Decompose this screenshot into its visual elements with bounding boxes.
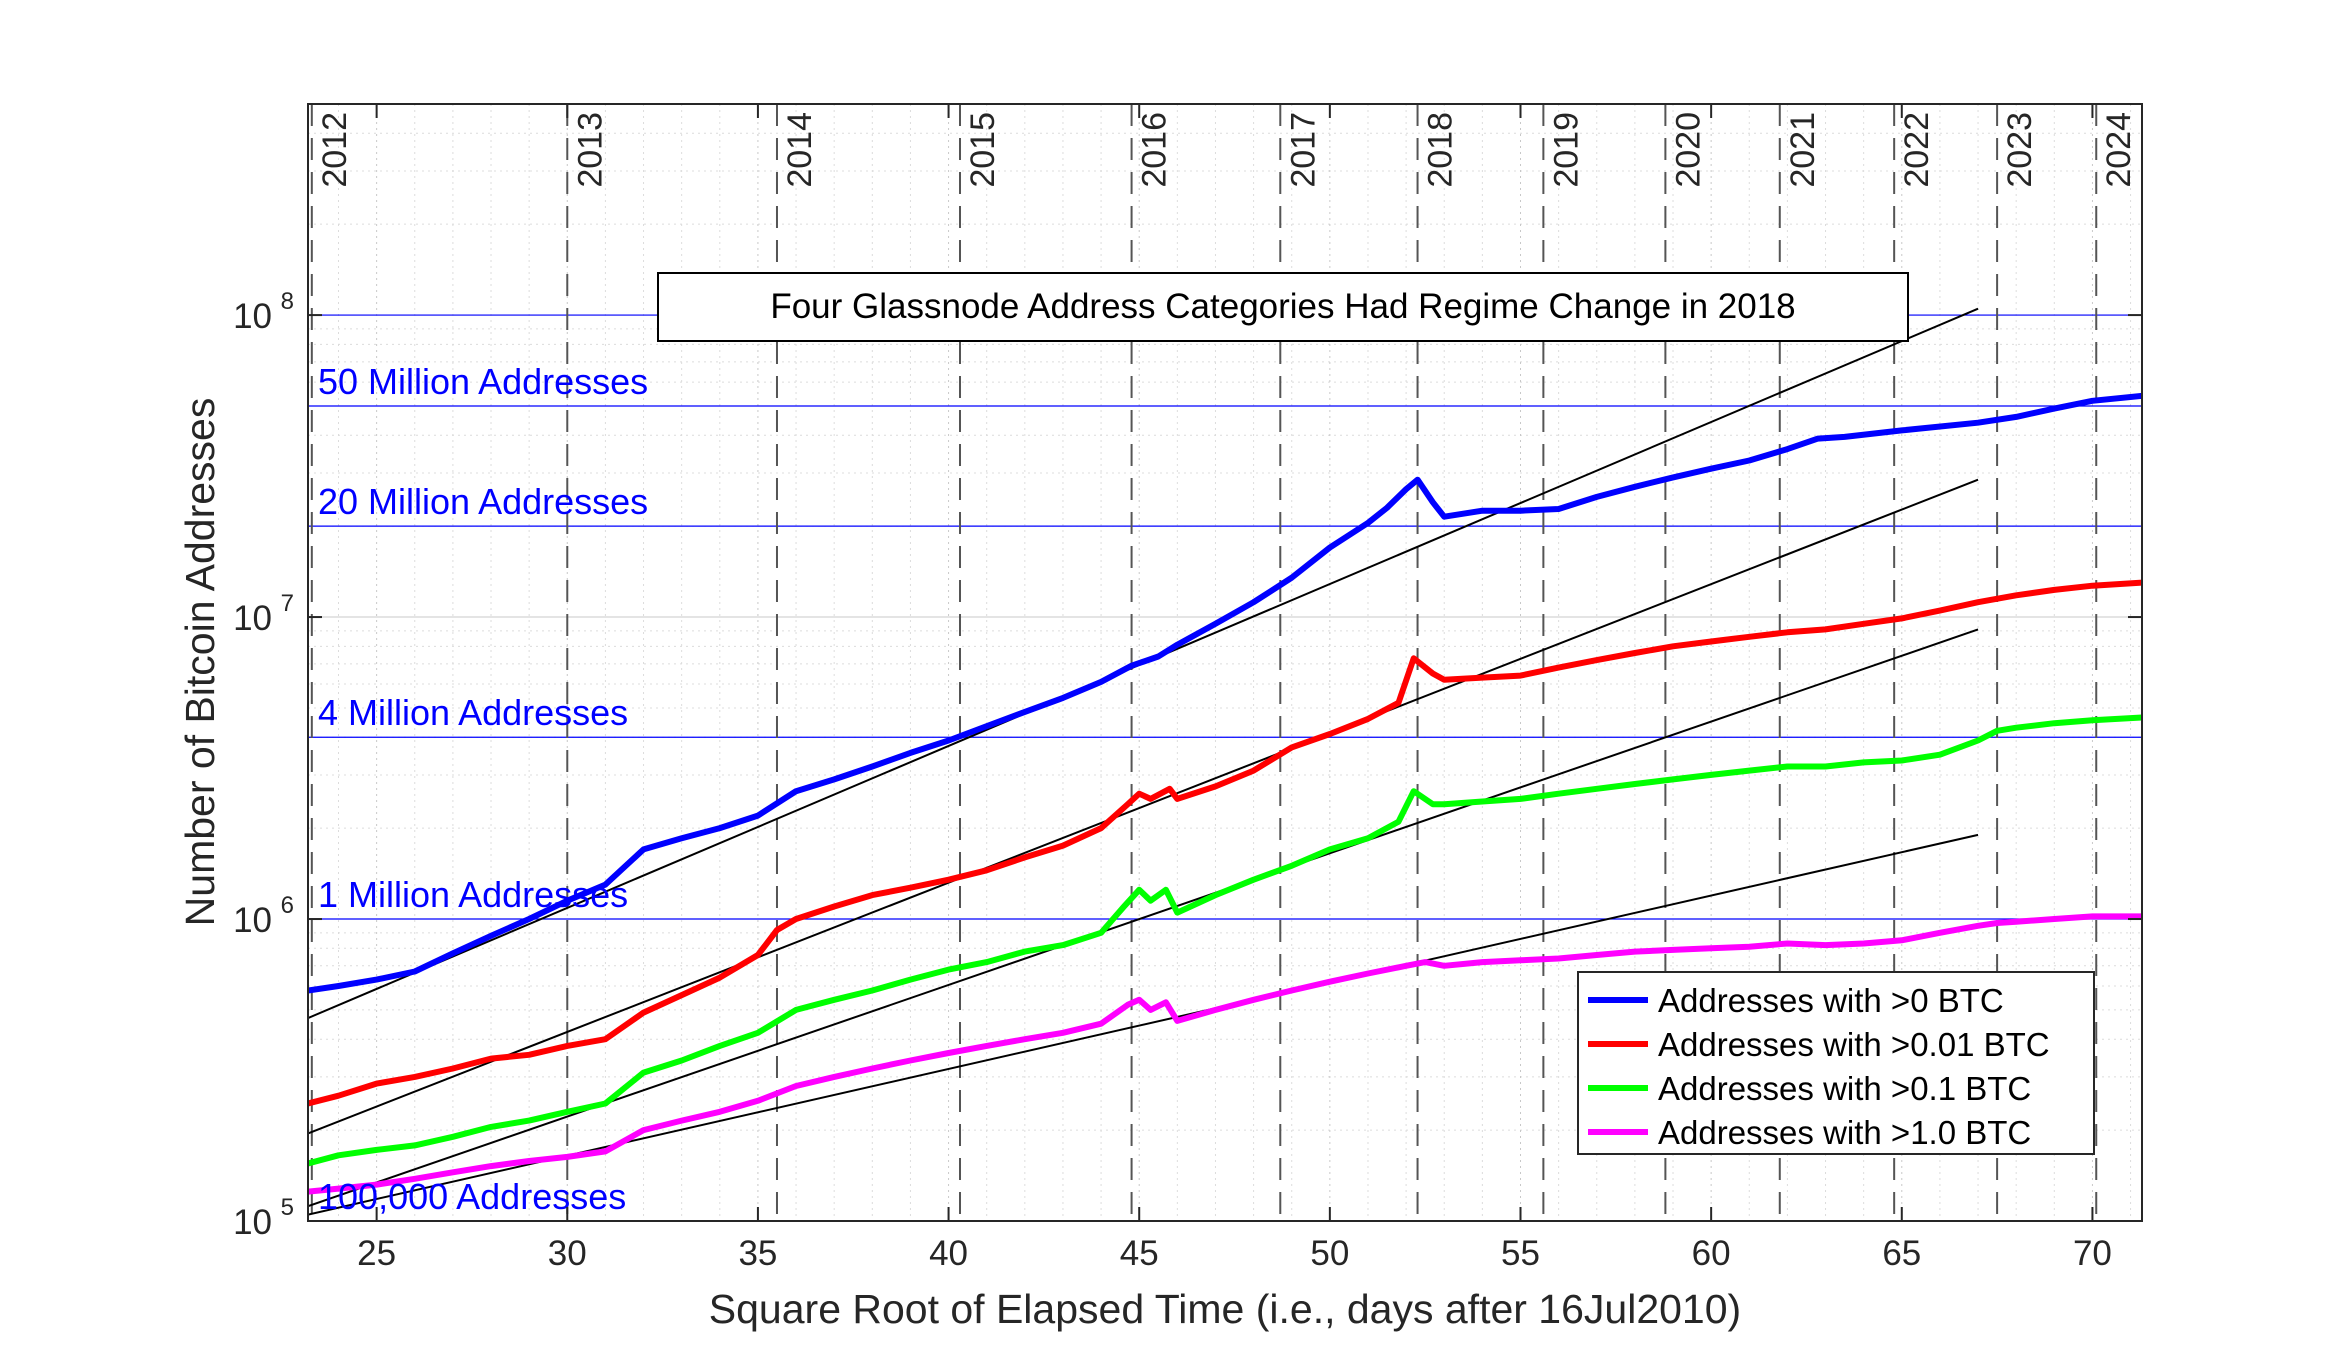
x-axis-label: Square Root of Elapsed Time (i.e., days …: [709, 1286, 1741, 1332]
year-label: 2013: [571, 112, 609, 188]
reference-label: 4 Million Addresses: [318, 692, 628, 733]
year-label: 2015: [964, 112, 1002, 188]
reference-labels: 50 Million Addresses 20 Million Addresses…: [318, 361, 648, 1217]
year-label: 2022: [1898, 112, 1936, 188]
legend-label-1: Addresses with >0 BTC: [1658, 982, 2004, 1019]
year-label: 2018: [1422, 112, 1460, 188]
legend-box: [1577, 971, 2095, 1155]
year-label: 2014: [781, 112, 819, 188]
legend-label-2: Addresses with >0.01 BTC: [1658, 1026, 2050, 1063]
reference-label: 20 Million Addresses: [318, 481, 648, 522]
year-label: 2019: [1547, 112, 1585, 188]
year-label: 2021: [1784, 112, 1822, 188]
series-line-1: [308, 392, 2142, 994]
year-label: 2017: [1284, 112, 1322, 188]
data-series: [308, 392, 2142, 1195]
legend: Addresses with >0 BTC Addresses with >0.0…: [1577, 971, 2095, 1155]
x-tick-label: 35: [738, 1234, 777, 1273]
y-tick-exponent: 6: [281, 892, 294, 919]
x-axis: 25 30 35 40 45 50 55 60 65 70: [357, 104, 2112, 1273]
year-label: 2012: [316, 112, 354, 188]
trend-line: [308, 478, 1979, 1135]
y-tick-label: 10: [233, 901, 272, 940]
chart-title-box: Four Glassnode Address Categories Had Re…: [657, 272, 1909, 342]
year-label: 2020: [1669, 112, 1707, 188]
y-axis-label: Number of Bitcoin Addresses: [177, 398, 223, 927]
plot-frame: [307, 103, 2143, 1222]
year-labels: 2012 2013 2014 2015 2016 2017 2018 2019 2020 2021…: [316, 112, 2138, 188]
y-axis: 10 5 10 6 10 7 10 8: [233, 288, 2142, 1242]
series-line-2: [308, 579, 2142, 1107]
x-tick-label: 55: [1501, 1234, 1540, 1273]
x-tick-label: 30: [548, 1234, 587, 1273]
x-tick-label: 40: [929, 1234, 968, 1273]
x-tick-label: 65: [1882, 1234, 1921, 1273]
y-tick-label: 10: [233, 1203, 272, 1242]
year-label: 2023: [2001, 112, 2039, 188]
chart-title: Four Glassnode Address Categories Had Re…: [770, 287, 1795, 326]
legend-label-3: Addresses with >0.1 BTC: [1658, 1070, 2031, 1107]
series-line-4: [308, 913, 2142, 1195]
reference-label: 100,000 Addresses: [318, 1176, 626, 1217]
x-tick-label: 70: [2073, 1234, 2112, 1273]
x-tick-label: 25: [357, 1234, 396, 1273]
y-tick-exponent: 7: [281, 590, 294, 617]
legend-label-4: Addresses with >1.0 BTC: [1658, 1114, 2031, 1151]
y-tick-exponent: 5: [281, 1194, 294, 1221]
x-tick-label: 50: [1310, 1234, 1349, 1273]
series-line-3: [308, 714, 2142, 1167]
x-tick-label: 60: [1692, 1234, 1731, 1273]
year-label: 2016: [1136, 112, 1174, 188]
x-tick-label: 45: [1120, 1234, 1159, 1273]
reference-label: 50 Million Addresses: [318, 361, 648, 402]
y-tick-label: 10: [233, 297, 272, 336]
reference-label: 1 Million Addresses: [318, 874, 628, 915]
y-tick-label: 10: [233, 599, 272, 638]
year-label: 2024: [2100, 112, 2138, 188]
y-tick-exponent: 8: [281, 288, 294, 315]
